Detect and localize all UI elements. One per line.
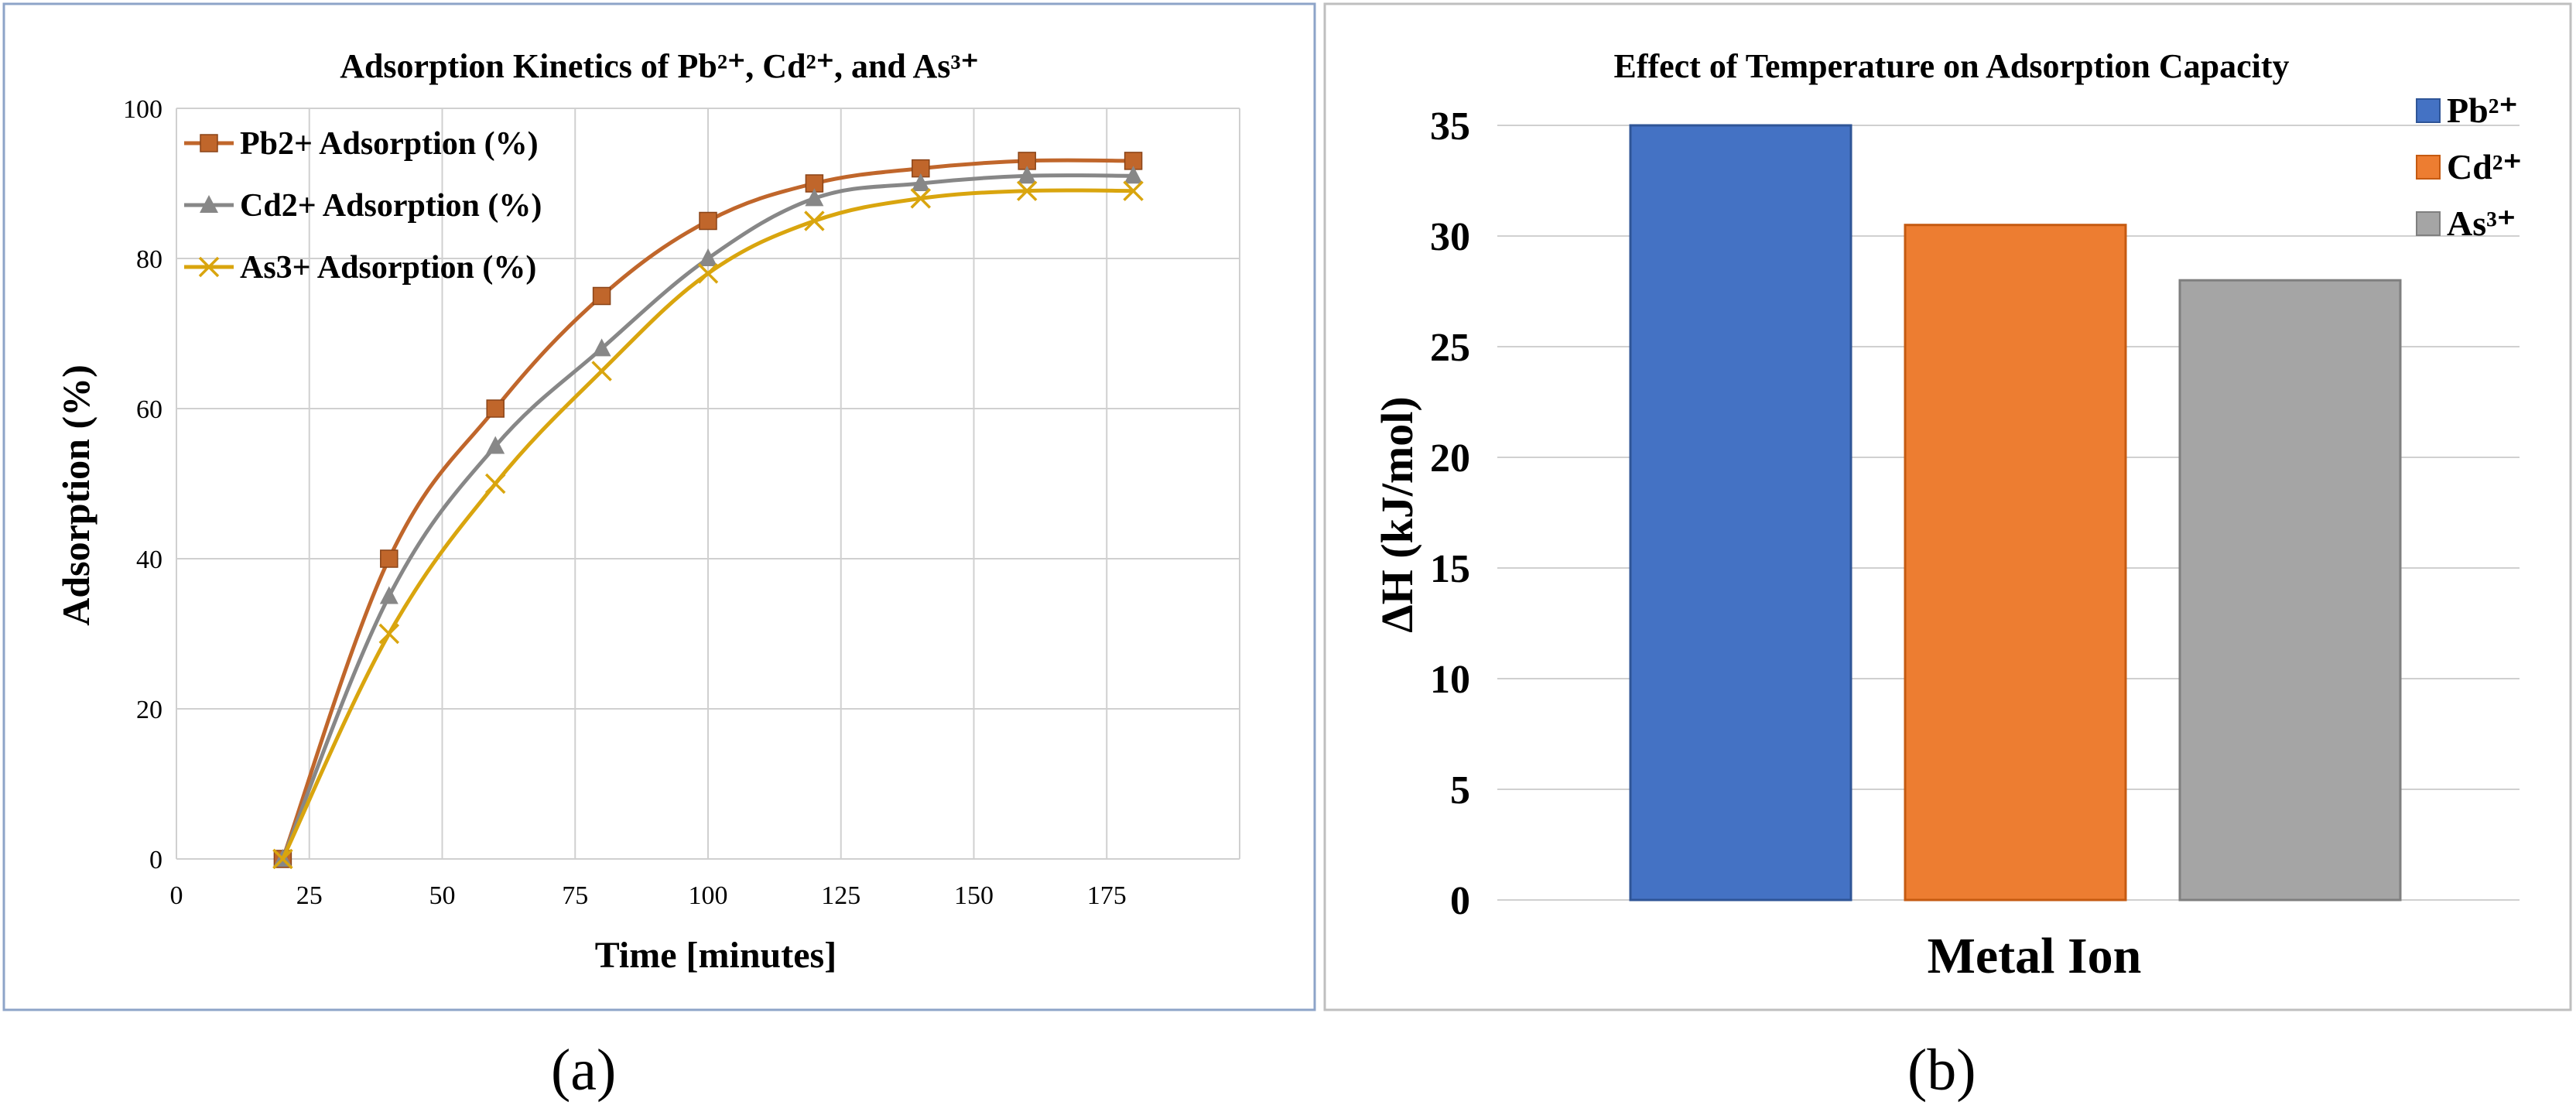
chart-a-legend-entry: Cd2+ Adsorption (%) — [184, 188, 542, 224]
chart-a-ytick-label: 20 — [136, 696, 162, 724]
chart-a-data-point — [484, 473, 506, 494]
chart-b-ytick-label: 15 — [1430, 547, 1470, 591]
chart-a-data-point — [697, 263, 719, 284]
chart-a-xtick-label: 150 — [954, 881, 994, 910]
chart-a-series-2 — [272, 180, 1144, 870]
chart-a-data-point — [380, 549, 399, 568]
chart-a-legend-label: Cd2+ Adsorption (%) — [240, 188, 542, 224]
chart-a-data-point — [592, 338, 611, 357]
chart-b-ytick-label: 0 — [1450, 879, 1470, 923]
chart-a-data-point — [699, 211, 717, 231]
chart-a-data-point — [1123, 180, 1144, 201]
chart-b-legend-entry: As³⁺ — [2416, 204, 2516, 243]
chart-b-ytick-label: 10 — [1430, 658, 1470, 702]
chart-b-tick-labels: 0 5 10 15 20 25 30 35 — [1430, 104, 1470, 923]
chart-a-data-point — [378, 623, 400, 645]
chart-a-data-point — [486, 436, 505, 454]
chart-a-data-point — [1016, 180, 1038, 201]
chart-b-ytick-label: 30 — [1430, 215, 1470, 259]
chart-a-data-point — [591, 361, 612, 382]
chart-a-data-point — [911, 173, 930, 191]
chart-b-legend-swatch — [2416, 98, 2441, 123]
chart-a-legend-entry: Pb2+ Adsorption (%) — [184, 126, 539, 162]
chart-a-data-point — [1124, 166, 1143, 184]
chart-a-title: Adsorption Kinetics of Pb²⁺, Cd²⁺, and A… — [340, 47, 979, 85]
chart-b-ytick-label: 20 — [1430, 436, 1470, 481]
chart-a-legend-entry: As3+ Adsorption (%) — [184, 250, 536, 286]
chart-b-bar — [1904, 224, 2127, 902]
chart-a-ylabel: Adsorption (%) — [54, 364, 97, 626]
chart-a-data-point — [486, 399, 505, 418]
chart-b-bars — [1629, 124, 2402, 902]
chart-a-ytick-label: 100 — [123, 95, 162, 124]
chart-b-legend-label: Pb²⁺ — [2447, 91, 2518, 130]
chart-a-data-point — [272, 848, 293, 870]
chart-a-ytick-label: 0 — [149, 846, 162, 874]
chart-b-legend-entry: Cd²⁺ — [2416, 147, 2522, 186]
panel-a-frame — [2, 2, 1316, 1011]
chart-a-data-point — [1018, 166, 1037, 184]
chart-a-xlabel: Time [minutes] — [595, 935, 836, 976]
chart-b-legend-swatch — [2416, 211, 2441, 236]
chart-a-tick-labels: 0 20 40 60 80 100 0 25 50 75 100 125 150 175 — [123, 95, 1127, 910]
chart-b-legend-entry: Pb²⁺ — [2416, 91, 2518, 130]
chart-a-xtick-label: 25 — [296, 881, 323, 910]
chart-a-data-point — [379, 586, 399, 604]
chart-a-series-layer — [272, 152, 1144, 870]
chart-b-title: Effect of Temperature on Adsorption Capa… — [1613, 47, 2289, 85]
chart-b-xlabel: Metal Ion — [1928, 928, 2142, 984]
chart-a-data-point — [592, 286, 611, 306]
chart-a-legend: Pb2+ Adsorption (%) Cd2+ Adsorption (%) As… — [184, 126, 542, 286]
chart-a-legend-marker — [200, 134, 218, 152]
chart-b-ylabel: ΔH (kJ/mol) — [1372, 396, 1422, 632]
chart-b-bar — [2178, 279, 2402, 902]
chart-a-xtick-label: 100 — [689, 881, 728, 910]
chart-b-ytick-label: 35 — [1430, 104, 1470, 149]
chart-a-data-point — [805, 188, 824, 207]
chart-a-legend-marker — [198, 256, 220, 278]
chart-a-xtick-label: 0 — [170, 881, 183, 910]
chart-b-legend-swatch — [2416, 155, 2441, 180]
chart-a-xtick-label: 75 — [562, 881, 588, 910]
chart-b-legend-label: Cd²⁺ — [2447, 147, 2522, 186]
chart-b-legend-label: As³⁺ — [2447, 204, 2516, 243]
chart-a-ytick-label: 60 — [136, 395, 162, 424]
chart-a-ytick-label: 40 — [136, 546, 162, 574]
chart-a-xtick-label: 50 — [429, 881, 456, 910]
chart-a-data-point — [804, 210, 825, 231]
chart-a-legend-label: As3+ Adsorption (%) — [240, 250, 536, 286]
chart-b-ytick-label: 25 — [1430, 326, 1470, 370]
chart-a-data-point — [699, 248, 717, 266]
chart-a-xtick-label: 125 — [821, 881, 860, 910]
panel-label-a: (a) — [551, 1038, 617, 1103]
chart-a-gridlines — [176, 108, 1240, 860]
chart-a-legend-label: Pb2+ Adsorption (%) — [240, 126, 539, 162]
panel-label-b: (b) — [1907, 1038, 1976, 1103]
chart-b-legend: Pb²⁺ Cd²⁺ As³⁺ — [2416, 91, 2522, 243]
chart-a-series-1 — [273, 166, 1143, 867]
chart-a-data-point — [910, 188, 932, 209]
chart-b-bar — [1629, 124, 1852, 902]
chart-a-ytick-label: 80 — [136, 245, 162, 274]
chart-b-ytick-label: 5 — [1450, 768, 1470, 813]
chart-a-xtick-label: 175 — [1087, 881, 1127, 910]
chart-a-legend-marker — [200, 195, 218, 213]
